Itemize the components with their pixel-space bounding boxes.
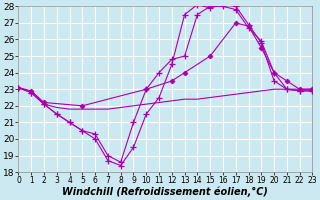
X-axis label: Windchill (Refroidissement éolien,°C): Windchill (Refroidissement éolien,°C) bbox=[62, 187, 268, 197]
